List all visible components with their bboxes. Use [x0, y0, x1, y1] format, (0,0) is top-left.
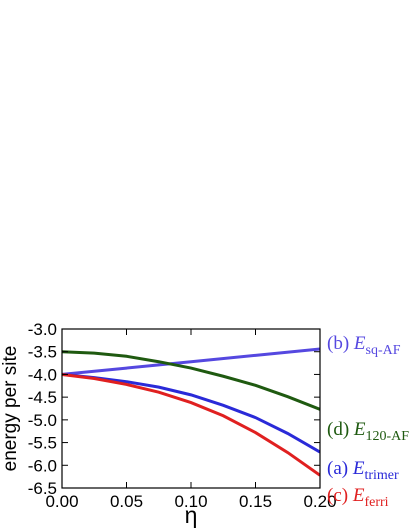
y-axis-label: energy per site [0, 346, 21, 472]
x-axis-label: η [185, 502, 198, 528]
x-tick-label: 0.00 [45, 492, 78, 511]
x-tick-label: 0.15 [239, 492, 272, 511]
legend-group: (b) Esq-AF (d) E120-AF (a) Etrimer(c) Efer… [327, 333, 409, 510]
legend-label-trimer: (a) Etrimer [327, 458, 399, 483]
y-tick-label: -3.5 [28, 343, 57, 362]
y-tick-label: -6.0 [28, 456, 57, 475]
series-line-120-af [62, 350, 320, 411]
y-tick-label: -5.5 [28, 434, 57, 453]
x-tick-label: 0.20 [303, 492, 336, 511]
axes-group: -3.0 -3.5 -4.0 -4.5 -5.0 -5.5 -6.0 -6.50.00 0.05… [28, 320, 337, 511]
series-line-trimer [62, 372, 320, 454]
y-tick-label: -6.5 [28, 479, 57, 498]
y-tick-label: -5.0 [28, 411, 57, 430]
y-tick-label: -4.5 [28, 388, 57, 407]
legend-label-ferri: (c) Eferri [327, 485, 389, 510]
x-tick-label: 0.10 [174, 492, 207, 511]
legend-label-sq-af: (b) Esq-AF [327, 333, 401, 358]
x-tick-label: 0.05 [110, 492, 143, 511]
legend-label-120-af: (d) E120-AF [327, 419, 409, 444]
series-line-sq-af [62, 347, 320, 376]
y-tick-label: -3.0 [28, 320, 57, 339]
y-tick-label: -4.0 [28, 365, 57, 384]
series-group [62, 347, 320, 477]
series-line-ferri [62, 372, 320, 477]
